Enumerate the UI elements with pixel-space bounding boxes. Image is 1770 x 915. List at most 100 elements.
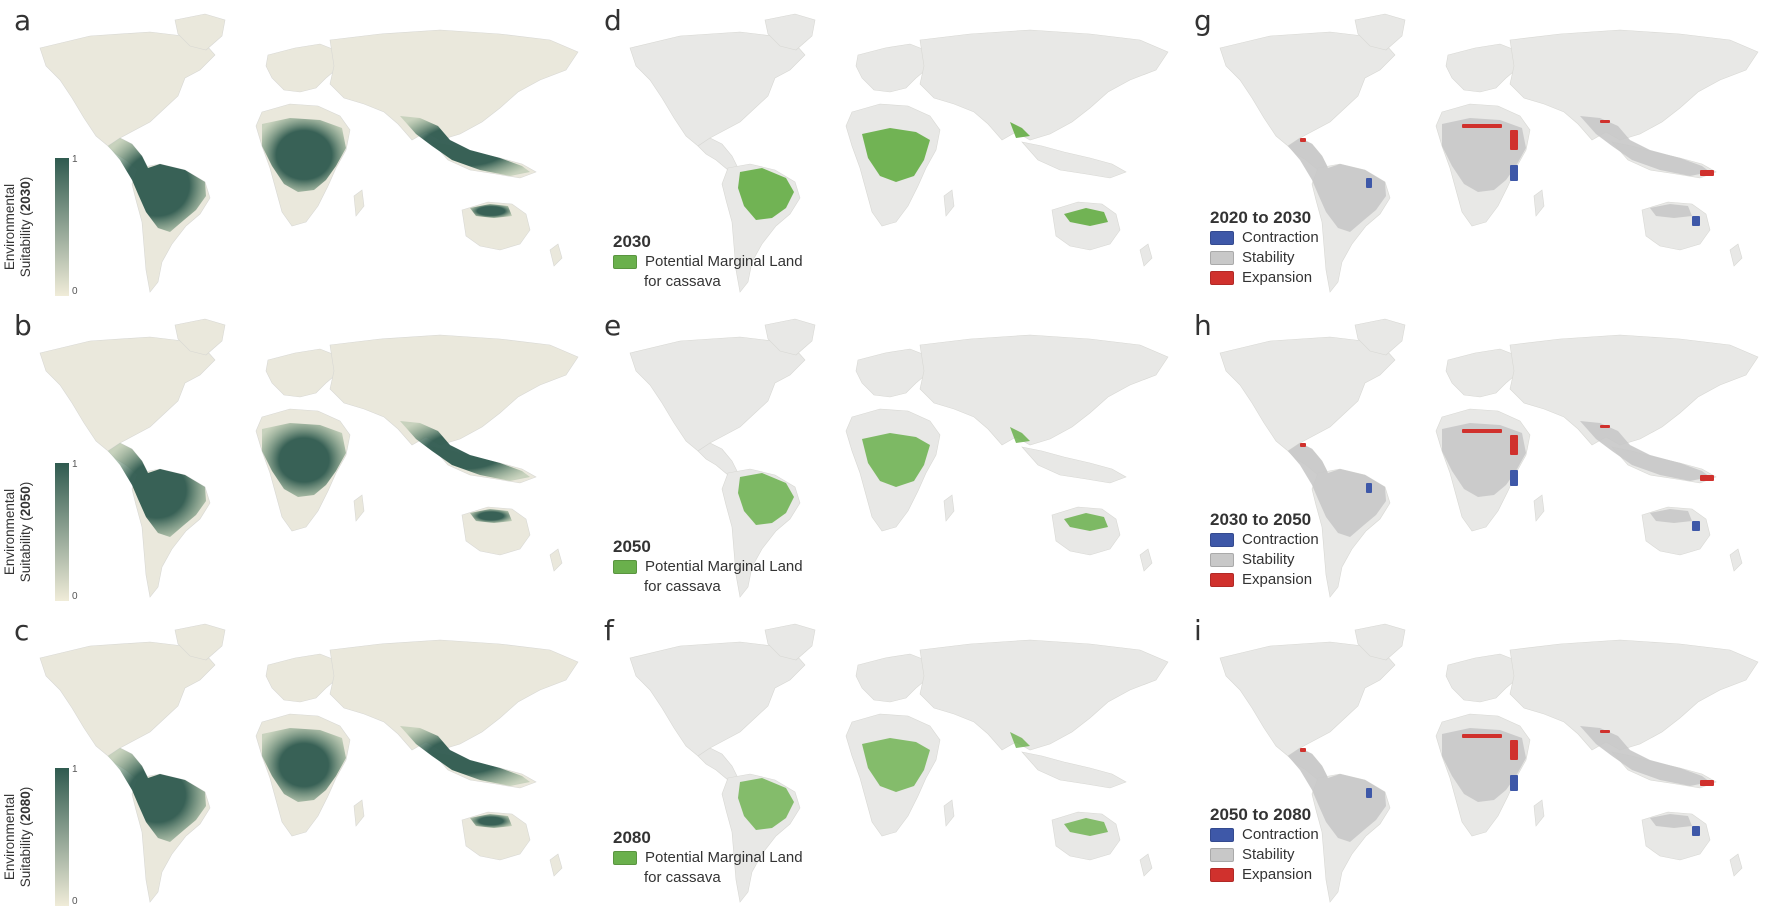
suitability-region xyxy=(470,509,512,523)
marginal-land-region xyxy=(738,473,794,525)
contraction-swatch xyxy=(1210,533,1234,548)
landmass-asia xyxy=(329,639,579,751)
map-marginal-2030 xyxy=(629,13,1169,293)
legend-period: 2050 to 2080 xyxy=(1210,805,1312,824)
map-marginal-2050 xyxy=(629,318,1169,598)
contraction-swatch xyxy=(1210,231,1234,246)
panel-letter: i xyxy=(1194,614,1202,647)
legend-label: Expansion xyxy=(1242,866,1313,883)
marginal-land-region xyxy=(1010,427,1030,443)
panel-i: i 2050 to 2080 Contraction Stability Exp… xyxy=(1180,610,1770,915)
marginal-swatch xyxy=(613,255,637,270)
expansion-patch xyxy=(1600,120,1610,123)
colorbar xyxy=(55,768,69,906)
panel-f: f 2080 Potential Marginal Land for cassa… xyxy=(590,610,1180,915)
stability-region xyxy=(1288,443,1386,537)
landmass-greenland xyxy=(1354,318,1406,356)
stability-region xyxy=(1650,814,1692,828)
colorbar-min-label: 0 xyxy=(72,591,78,602)
stability-region xyxy=(1442,118,1526,192)
stability-region xyxy=(1650,204,1692,218)
landmass-namerica xyxy=(1219,641,1396,757)
legend-label: Potential Marginal Land xyxy=(645,849,803,866)
legend-period: 2030 to 2050 xyxy=(1210,510,1312,529)
suitability-region xyxy=(400,726,530,786)
landmass-seasia xyxy=(1021,141,1127,179)
landmass-europe xyxy=(265,43,341,93)
expansion-patch xyxy=(1462,734,1502,738)
suitability-region xyxy=(470,204,512,218)
expansion-patch xyxy=(1600,425,1610,428)
contraction-patch xyxy=(1510,775,1518,791)
marginal-land-region xyxy=(1010,122,1030,138)
landmass-madagascar xyxy=(1533,494,1545,522)
landmass-namerica xyxy=(39,336,216,452)
panel-letter: e xyxy=(604,309,622,342)
contraction-patch xyxy=(1366,788,1372,798)
marginal-land-region xyxy=(1064,818,1108,836)
landmass-asia xyxy=(329,334,579,446)
suitability-region xyxy=(262,728,346,802)
legend-label-line2: for cassava xyxy=(644,578,721,595)
expansion-swatch xyxy=(1210,868,1234,883)
map-marginal-2080 xyxy=(629,623,1169,903)
panel-d: d 2030 Potential Marginal Land for cassa… xyxy=(590,0,1180,305)
landmass-namerica xyxy=(1219,336,1396,452)
legend-label: Contraction xyxy=(1242,531,1319,548)
landmass-madagascar xyxy=(943,799,955,827)
change-legend: 2020 to 2030 Contraction Stability Expan… xyxy=(1210,208,1319,288)
marginal-legend: 2080 Potential Marginal Land for cassava xyxy=(613,828,803,888)
stability-region xyxy=(1442,728,1526,802)
landmass-asia xyxy=(919,334,1169,446)
stability-region xyxy=(1580,421,1710,481)
panel-letter: f xyxy=(604,614,614,647)
contraction-patch xyxy=(1692,826,1700,836)
landmass-madagascar xyxy=(353,799,365,827)
landmass-madagascar xyxy=(353,494,365,522)
landmass-madagascar xyxy=(353,189,365,217)
landmass-nz xyxy=(1729,548,1743,572)
landmass-europe xyxy=(1445,43,1521,93)
landmass-namerica xyxy=(39,31,216,147)
landmass-europe xyxy=(855,348,931,398)
landmass-europe xyxy=(855,653,931,703)
expansion-patch xyxy=(1462,429,1502,433)
legend-label: Expansion xyxy=(1242,571,1313,588)
panel-b: b 1 0 Environmental Suitability (2050) xyxy=(0,305,590,610)
landmass-nz xyxy=(1139,853,1153,877)
expansion-patch xyxy=(1510,130,1518,150)
suitability-region xyxy=(262,118,346,192)
marginal-land-region xyxy=(862,433,930,487)
marginal-legend: 2030 Potential Marginal Land for cassava xyxy=(613,232,803,292)
panel-g: g 2020 to 2030 Contraction Stability Exp… xyxy=(1180,0,1770,305)
legend-label: Contraction xyxy=(1242,826,1319,843)
landmass-madagascar xyxy=(1533,189,1545,217)
landmass-namerica xyxy=(629,336,806,452)
landmass-greenland xyxy=(764,13,816,51)
legend-label-line2: for cassava xyxy=(644,273,721,290)
marginal-legend: 2050 Potential Marginal Land for cassava xyxy=(613,537,803,597)
legend-label: Contraction xyxy=(1242,229,1319,246)
contraction-swatch xyxy=(1210,828,1234,843)
landmass-asia xyxy=(329,29,579,141)
panel-a: a 1 0 Environmental Suitability (2030) xyxy=(0,0,590,305)
contraction-patch xyxy=(1510,470,1518,486)
landmass-namerica xyxy=(39,641,216,757)
marginal-land-region xyxy=(862,738,930,792)
contraction-patch xyxy=(1366,483,1372,493)
contraction-patch xyxy=(1692,216,1700,226)
landmass-asia xyxy=(1509,29,1759,141)
landmass-seasia xyxy=(1021,751,1127,789)
landmass-europe xyxy=(1445,653,1521,703)
colorbar-min-label: 0 xyxy=(72,286,78,297)
expansion-swatch xyxy=(1210,573,1234,588)
panel-letter: d xyxy=(604,4,622,37)
expansion-patch xyxy=(1300,443,1306,447)
legend-label: Stability xyxy=(1242,551,1295,568)
legend-label: Stability xyxy=(1242,249,1295,266)
marginal-land-region xyxy=(862,128,930,182)
marginal-land-region xyxy=(1064,513,1108,531)
landmass-greenland xyxy=(1354,623,1406,661)
landmass-seasia xyxy=(1021,446,1127,484)
colorbar-title: Environmental Suitability (2050) xyxy=(2,481,33,583)
